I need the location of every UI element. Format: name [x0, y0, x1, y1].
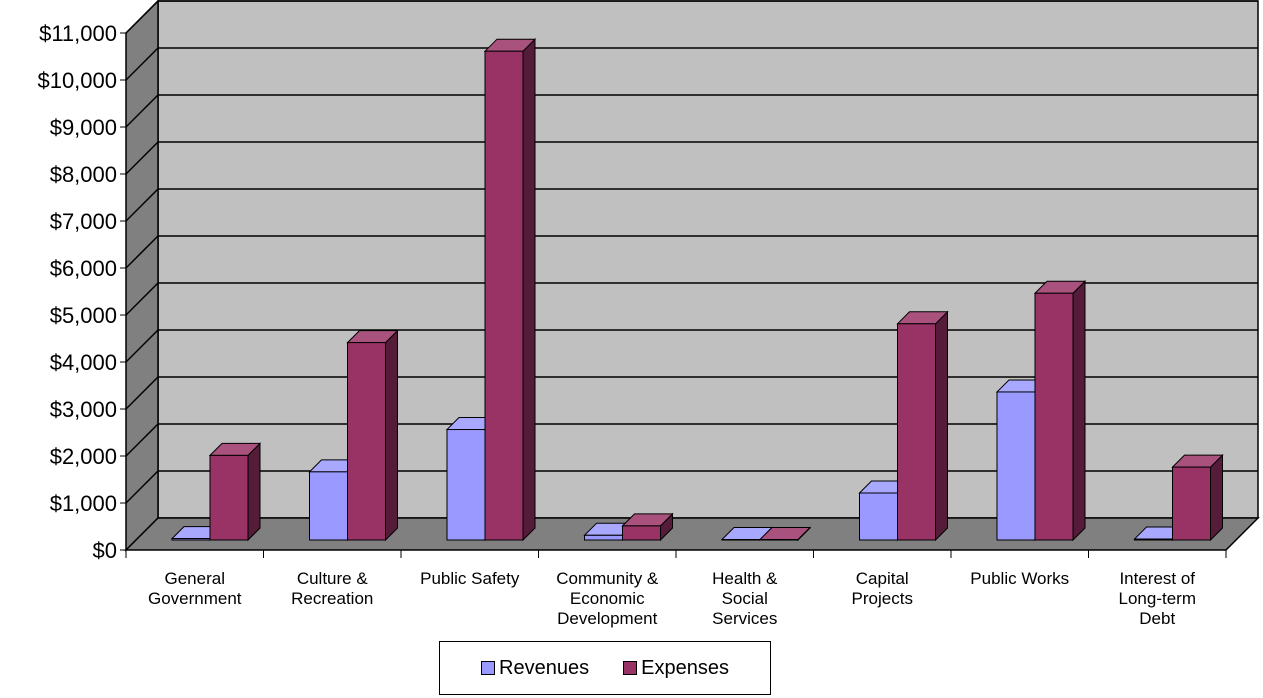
gridline-side — [125, 423, 159, 457]
x-category-label-line: Services — [712, 609, 777, 628]
x-category-label-line: Government — [148, 589, 242, 608]
gridline-side — [125, 0, 159, 34]
y-tick-label: $10,000 — [37, 68, 117, 93]
legend-item-revenues: Revenues — [481, 657, 589, 680]
gridline-side — [125, 282, 159, 316]
bar-front — [759, 539, 799, 541]
gridline-side — [125, 141, 159, 175]
x-axis-category-labels: General Government Culture & Recreation Publ… — [148, 569, 1196, 628]
x-category-label-line: Interest of — [1119, 569, 1195, 588]
legend-swatch-expenses — [623, 661, 638, 675]
bar-front — [347, 342, 386, 541]
x-category-label: Public Works — [970, 569, 1069, 588]
back-wall — [157, 0, 1259, 519]
bar-front — [897, 323, 936, 541]
y-tick-label: $5,000 — [50, 303, 117, 328]
x-category-label: Public Safety — [420, 569, 520, 588]
x-category-label-line: Debt — [1139, 609, 1175, 628]
bar-side — [385, 329, 398, 542]
axes — [120, 32, 1227, 558]
y-tick-label: $1,000 — [50, 491, 117, 516]
x-category-label-line: Development — [557, 609, 657, 628]
gridline-side — [125, 235, 159, 269]
chart-walls — [124, 0, 1260, 552]
x-category-label: Community & Economic Development — [556, 569, 659, 628]
gridline-side — [125, 47, 159, 81]
y-tick-label: $2,000 — [50, 444, 117, 469]
x-category-label-line: Long-term — [1119, 589, 1196, 608]
y-axis-tick-labels: $0 $1,000 $2,000 $3,000 $4,000 $5,000 $6,000 $7… — [37, 21, 117, 563]
bar-front — [622, 525, 661, 541]
bar-expenses-7 — [1171, 453, 1224, 542]
bar-front — [1034, 292, 1074, 541]
y-tick-label: $3,000 — [50, 397, 117, 422]
bar-expenses-2 — [483, 37, 537, 542]
x-category-label: Culture & Recreation — [291, 569, 373, 608]
y-tick-label: $7,000 — [50, 209, 117, 234]
bar-front — [484, 50, 524, 541]
y-tick-label: $11,000 — [39, 21, 117, 46]
bar-expenses-1 — [346, 329, 399, 542]
gridline-side — [125, 94, 159, 128]
bar-front — [996, 391, 1036, 541]
legend-label-revenues: Revenues — [499, 656, 590, 679]
bar-front — [209, 454, 249, 541]
bar-side — [1072, 280, 1086, 542]
bars — [170, 37, 1224, 542]
gridline-side — [125, 188, 159, 222]
bar-expenses-0 — [208, 442, 262, 542]
bar-side — [1210, 453, 1223, 542]
x-category-label: Health & Social Services — [712, 569, 778, 628]
y-tick-label: $9,000 — [50, 115, 117, 140]
bar-front — [446, 429, 486, 541]
legend: Revenues Expenses — [439, 641, 771, 695]
y-tick-label: $6,000 — [50, 256, 117, 281]
gridline-side — [125, 470, 159, 504]
bar-side — [522, 37, 536, 542]
bar-front — [721, 539, 761, 541]
bar-expenses-4 — [758, 526, 812, 542]
x-category-label-line: Community & — [556, 569, 659, 588]
x-category-label: Capital Projects — [852, 569, 913, 608]
gridline-side — [125, 376, 159, 410]
x-category-label-line: Public Works — [970, 569, 1069, 588]
bar-front — [309, 471, 348, 541]
legend-item-expenses: Expenses — [623, 657, 729, 680]
x-category-label-line: Public Safety — [420, 569, 520, 588]
x-category-label: Interest of Long-term Debt — [1119, 569, 1196, 628]
y-tick-label: $4,000 — [50, 350, 117, 375]
x-category-label: General Government — [148, 569, 242, 608]
y-tick-label: $8,000 — [50, 162, 117, 187]
bar-side — [247, 442, 261, 542]
bar-front — [859, 492, 898, 541]
floor — [124, 517, 1260, 551]
bar-front — [1134, 538, 1173, 541]
bar-front — [584, 534, 623, 541]
bar-front — [1172, 466, 1211, 541]
x-category-label-line: Culture & — [297, 569, 369, 588]
x-category-label-line: Recreation — [291, 589, 373, 608]
x-category-label-line: Capital — [856, 569, 909, 588]
x-category-label-line: Economic — [570, 589, 645, 608]
x-category-label-line: Health & — [712, 569, 778, 588]
legend-swatch-revenues — [481, 661, 496, 675]
side-wall — [125, 0, 159, 552]
bar-side — [935, 310, 948, 542]
x-category-label-line: Social — [722, 589, 768, 608]
bar-front — [171, 538, 211, 541]
gridline-side — [125, 329, 159, 363]
bar-expenses-3 — [621, 512, 674, 542]
x-category-label-line: Projects — [852, 589, 913, 608]
bar-expenses-6 — [1033, 280, 1087, 542]
legend-label-expenses: Expenses — [641, 656, 729, 679]
bar-expenses-5 — [896, 310, 949, 542]
y-tick-label: $0 — [93, 538, 117, 563]
gridlines — [125, 0, 1258, 504]
x-category-label-line: General — [165, 569, 225, 588]
